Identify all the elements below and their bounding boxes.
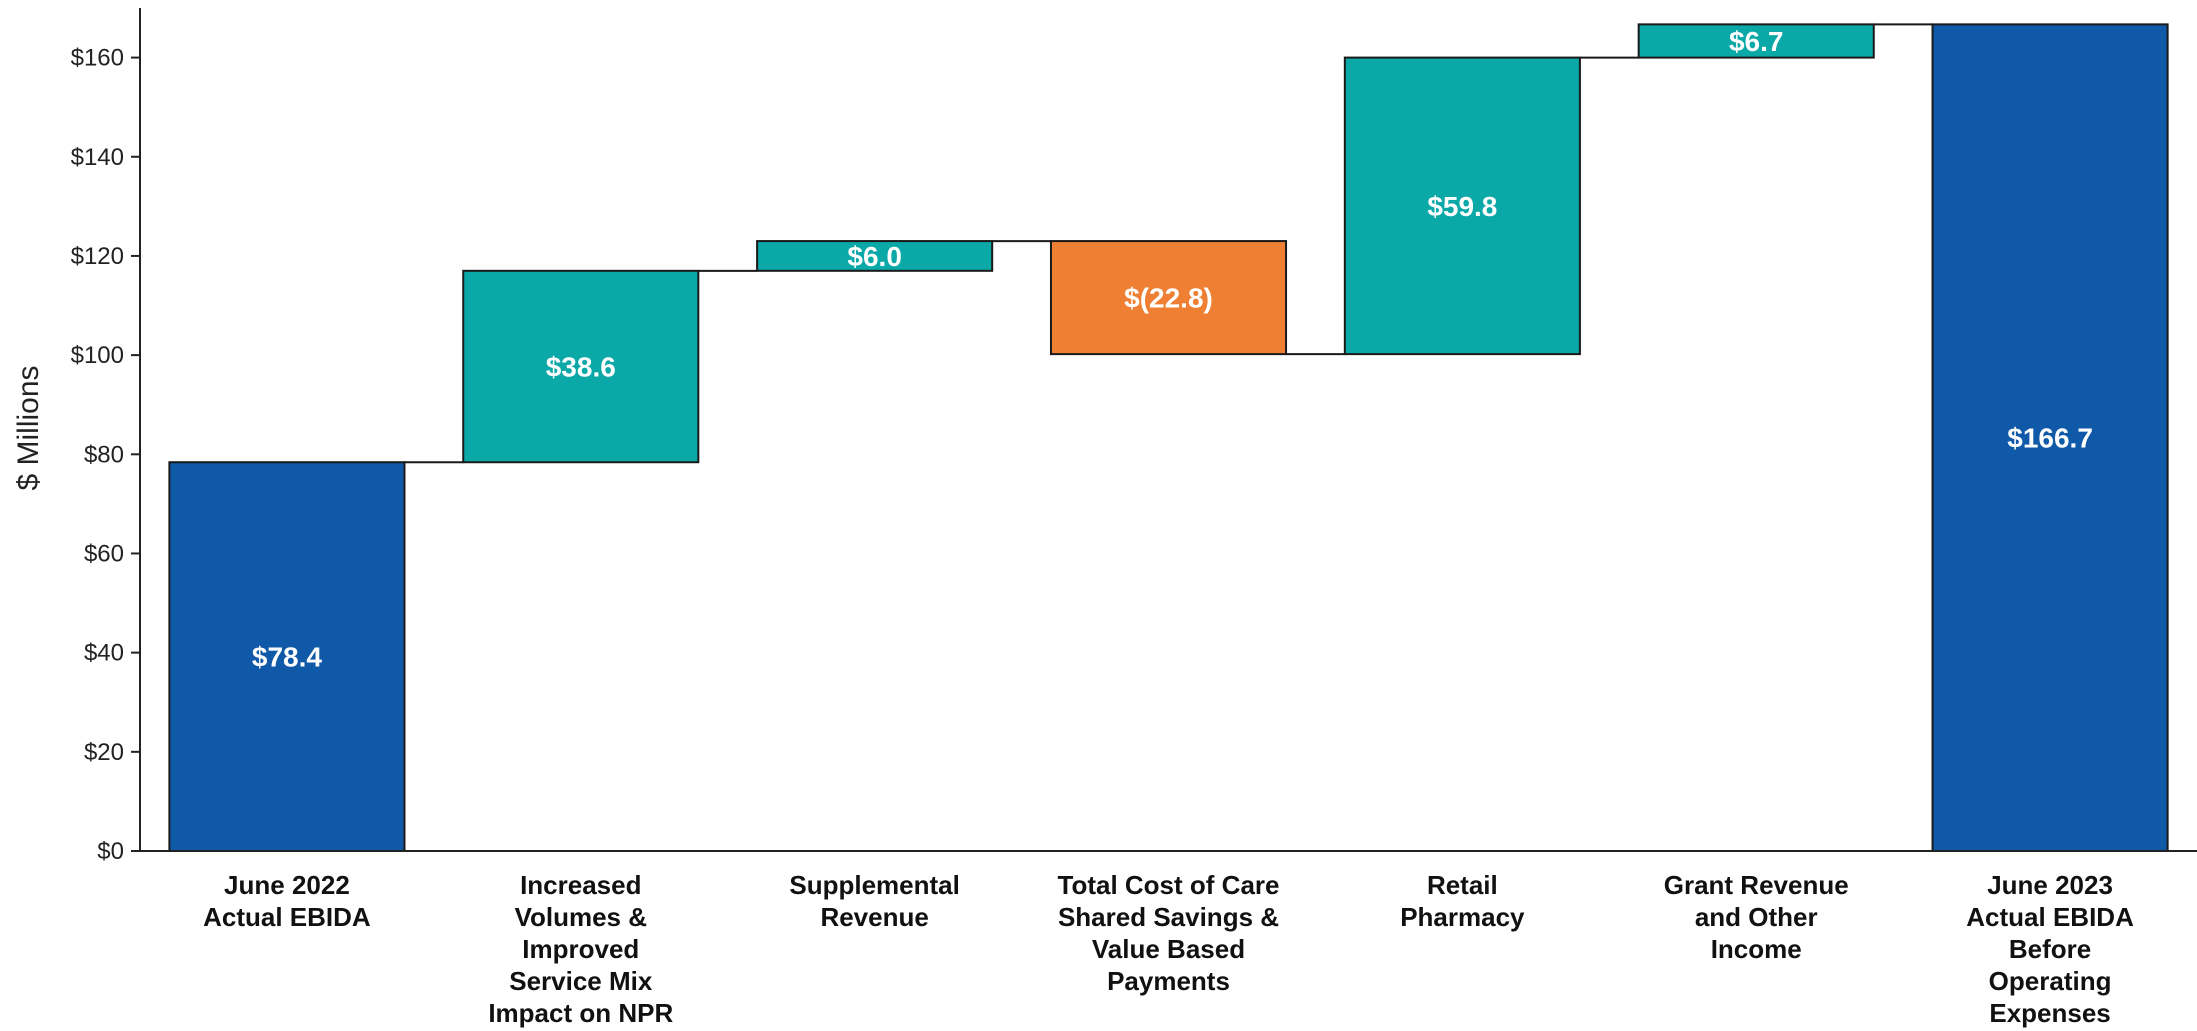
x-category-label-line: Shared Savings & — [1058, 902, 1279, 932]
bar-value-label: $38.6 — [546, 352, 616, 383]
x-category-label-line: Actual EBIDA — [203, 902, 371, 932]
x-category-label: Increased Volumes & Improved Service Mix Imp… — [488, 870, 673, 1028]
y-tick-label: $60 — [84, 540, 124, 567]
waterfall-bar — [1343, 56, 1581, 356]
bar-value-label: $6.7 — [1729, 26, 1784, 57]
y-tick-label: $40 — [84, 640, 124, 667]
y-tick-label: $140 — [71, 144, 124, 171]
y-axis: $0 $20 $40 $60 $80 $100 $120 $140 $160 — [71, 8, 141, 865]
x-category-label-line: Actual EBIDA — [1966, 902, 2134, 932]
x-category-label: Total Cost of Care Shared Savings & Value … — [1058, 870, 1280, 996]
x-category-label-line: June 2023 — [1987, 870, 2113, 900]
x-category-label-line: Before — [2009, 934, 2091, 964]
waterfall-bar — [1637, 23, 1875, 59]
x-category-label: Retail Pharmacy — [1400, 870, 1525, 932]
bar-value-label: $59.8 — [1427, 191, 1497, 222]
bar-value-label: $6.0 — [847, 241, 902, 272]
x-category-label-line: and Other — [1695, 902, 1818, 932]
x-category-label: Supplemental Revenue — [789, 870, 959, 932]
x-category-label: Grant Revenue and Other Income — [1664, 870, 1849, 964]
x-category-label-line: Retail — [1427, 870, 1498, 900]
connector-lines — [404, 23, 1933, 464]
bars: $78.4 $38.6 $6.0 $(22.8) $59.8 $6.7 $166.7 — [168, 23, 2169, 852]
waterfall-bar — [1049, 240, 1288, 356]
x-category-label-line: Total Cost of Care — [1058, 870, 1280, 900]
x-category-label-line: Operating — [1989, 966, 2112, 996]
x-category-label-line: Grant Revenue — [1664, 870, 1849, 900]
x-category-label-line: Pharmacy — [1400, 902, 1525, 932]
bar-value-label: $(22.8) — [1124, 283, 1213, 314]
x-category-label-line: Increased — [520, 870, 641, 900]
y-tick-label: $0 — [97, 838, 124, 865]
x-category-label-line: Improved — [522, 934, 639, 964]
y-tick-label: $80 — [84, 441, 124, 468]
x-category-label-line: June 2022 — [224, 870, 350, 900]
waterfall-bar — [756, 240, 994, 272]
x-category-label-line: Value Based — [1092, 934, 1245, 964]
x-category-label: June 2022 Actual EBIDA — [203, 870, 371, 932]
x-category-label-line: Impact on NPR — [488, 998, 673, 1028]
y-tick-label: $160 — [71, 45, 124, 72]
x-category-label-line: Expenses — [1989, 998, 2110, 1028]
bar-value-label: $166.7 — [2007, 423, 2093, 454]
x-category-label-line: Supplemental — [789, 870, 959, 900]
waterfall-bar — [1931, 23, 2169, 852]
waterfall-bar — [168, 461, 406, 852]
x-category-label-line: Service Mix — [509, 966, 653, 996]
y-tick-label: $120 — [71, 243, 124, 270]
x-category-label: June 2023 Actual EBIDA Before Operating Expe… — [1966, 870, 2134, 1028]
y-tick-label: $20 — [84, 739, 124, 766]
x-category-label-line: Volumes & — [515, 902, 647, 932]
y-axis-label: $ Millions — [12, 365, 45, 490]
x-category-label-line: Revenue — [820, 902, 928, 932]
x-category-label-line: Income — [1711, 934, 1802, 964]
bar-value-label: $78.4 — [252, 642, 322, 673]
x-category-label-line: Payments — [1107, 966, 1230, 996]
y-tick-label: $100 — [71, 342, 124, 369]
waterfall-bar — [462, 269, 700, 464]
